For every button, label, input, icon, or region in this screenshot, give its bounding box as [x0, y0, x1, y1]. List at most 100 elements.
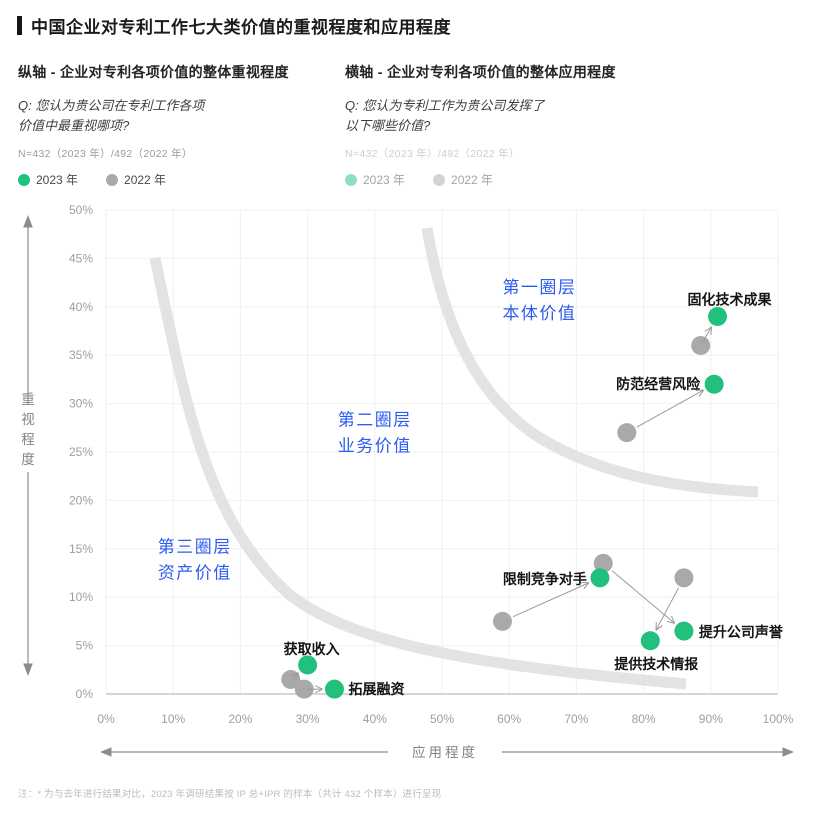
point-2023	[708, 306, 728, 326]
tier-arc-inner	[421, 227, 759, 498]
tier-label: 第三圈层	[158, 538, 232, 557]
x-tick-label: 70%	[564, 712, 588, 726]
survey-question: Q: 您认为贵公司在专利工作各项 价值中最重视哪项?	[18, 96, 345, 136]
trend-arrow	[701, 326, 712, 344]
legend-item-2022: 2022 年	[106, 171, 166, 188]
tier-arc-outer	[149, 256, 687, 690]
legend-label-2022: 2022 年	[124, 173, 167, 188]
legend-item-2023: 2023 年	[345, 171, 405, 188]
legend-label-2023: 2023 年	[363, 173, 406, 188]
trend-arrow	[292, 672, 299, 678]
point-label: 固化技术成果	[688, 291, 773, 307]
point-2022	[617, 423, 637, 443]
column-heading: 纵轴 - 企业对专利各项价值的整体重视程度	[18, 64, 289, 80]
tier-label: 第一圈层	[502, 278, 576, 297]
survey-question: Q: 您认为专利工作为贵公司发挥了 以下哪些价值?	[345, 96, 775, 136]
header-columns: 纵轴 - 企业对专利各项价值的整体重视程度 Q: 您认为贵公司在专利工作各项 价…	[18, 62, 775, 188]
legend-item-2023: 2023 年	[18, 171, 78, 188]
trend-arrowhead	[294, 672, 299, 681]
footnote: 注：* 为与去年进行结果对比，2023 年调研结果按 IP 总+IPR 的样本（…	[18, 789, 442, 800]
point-label: 提升公司声誉	[699, 624, 784, 640]
x-tick-label: 100%	[763, 712, 794, 726]
y-tick-label: 10%	[69, 590, 93, 604]
title-accent-bar	[17, 16, 22, 35]
y-tick-label: 50%	[69, 203, 93, 217]
trend-arrowhead	[315, 688, 323, 694]
x-tick-label: 60%	[497, 712, 521, 726]
x-axis-title: 应用程度	[412, 744, 478, 760]
trend-arrowhead	[290, 672, 299, 676]
trend-arrowhead	[666, 620, 675, 624]
x-tick-label: 90%	[699, 712, 723, 726]
column-heading: 横轴 - 企业对专利各项价值的整体应用程度	[345, 64, 616, 80]
sample-size: N=432（2023 年）/492（2022 年）	[18, 148, 193, 161]
point-label: 获取收入	[284, 641, 340, 657]
trend-arrowhead	[655, 625, 663, 631]
question-line-2: 以下哪些价值?	[345, 118, 431, 134]
x-tick-label: 10%	[161, 712, 185, 726]
point-2022	[674, 568, 694, 588]
legend-label-2023: 2023 年	[36, 173, 79, 188]
trend-arrowhead	[583, 582, 590, 590]
point-2023	[704, 374, 724, 394]
y-tick-label: 45%	[69, 251, 93, 265]
legend: 2023 年 2022 年	[345, 171, 775, 188]
legend-label-2022: 2022 年	[451, 173, 494, 188]
y-tick-label: 0%	[76, 687, 94, 701]
sample-size: N=432（2023 年）/492（2022 年）	[345, 148, 520, 161]
point-label: 防范经营风险	[616, 376, 701, 392]
column-y-axis-info: 纵轴 - 企业对专利各项价值的整体重视程度 Q: 您认为贵公司在专利工作各项 价…	[18, 62, 345, 188]
point-label: 拓展融资	[348, 681, 404, 697]
point-label: 限制竞争对手	[503, 571, 587, 587]
x-tick-label: 40%	[363, 712, 387, 726]
x-tick-label: 0%	[97, 712, 115, 726]
page-title: 中国企业对专利工作七大类价值的重视程度和应用程度	[31, 18, 451, 37]
y-tick-label: 35%	[69, 348, 93, 362]
y-tick-label: 30%	[69, 397, 93, 411]
x-tick-label: 50%	[430, 712, 454, 726]
y-tick-label: 40%	[69, 300, 93, 314]
arrow-up-icon	[23, 215, 33, 228]
y-axis-title: 度	[21, 452, 35, 467]
trend-arrow	[655, 587, 679, 631]
question-line-1: Q: 您认为贵公司在专利工作各项	[18, 98, 205, 113]
y-tick-label: 20%	[69, 493, 93, 507]
trend-arrow	[512, 582, 590, 618]
trend-arrowhead	[710, 326, 713, 335]
x-tick-label: 20%	[228, 712, 252, 726]
point-2023	[590, 568, 610, 588]
point-2022	[294, 679, 314, 699]
point-2023	[324, 679, 344, 699]
point-2023	[640, 631, 660, 651]
legend: 2023 年 2022 年	[18, 171, 345, 188]
point-2022	[492, 611, 512, 631]
tier-label: 业务价值	[338, 437, 412, 456]
y-tick-label: 5%	[76, 639, 94, 653]
y-tick-label: 25%	[69, 445, 93, 459]
point-label: 提供技术情报	[614, 656, 698, 672]
column-x-axis-info: 横轴 - 企业对专利各项价值的整体应用程度 Q: 您认为专利工作为贵公司发挥了 …	[345, 62, 775, 188]
question-line-2: 价值中最重视哪项?	[18, 118, 130, 134]
y-tick-label: 15%	[69, 542, 93, 556]
legend-dot-2023-icon	[18, 173, 30, 186]
y-axis-title: 重	[21, 392, 35, 407]
point-2023	[298, 655, 318, 675]
legend-dot-2022-icon	[433, 173, 446, 186]
arrow-down-icon	[23, 663, 33, 676]
point-2023	[674, 621, 694, 641]
legend-dot-2023-icon	[345, 173, 357, 186]
y-axis-title: 视	[21, 412, 35, 427]
tier-label: 资产价值	[158, 564, 232, 583]
trend-arrowhead	[704, 326, 712, 332]
y-axis-title: 程	[21, 432, 35, 447]
tier-label: 本体价值	[502, 304, 576, 323]
question-line-1: Q: 您认为专利工作为贵公司发挥了	[345, 98, 545, 113]
x-tick-label: 80%	[632, 712, 656, 726]
trend-arrow	[636, 389, 704, 428]
tier-label: 第二圈层	[338, 411, 412, 430]
point-2022	[691, 336, 711, 356]
trend-arrowhead	[671, 615, 676, 624]
arrow-left-icon	[100, 747, 112, 757]
arrow-right-icon	[782, 747, 794, 757]
